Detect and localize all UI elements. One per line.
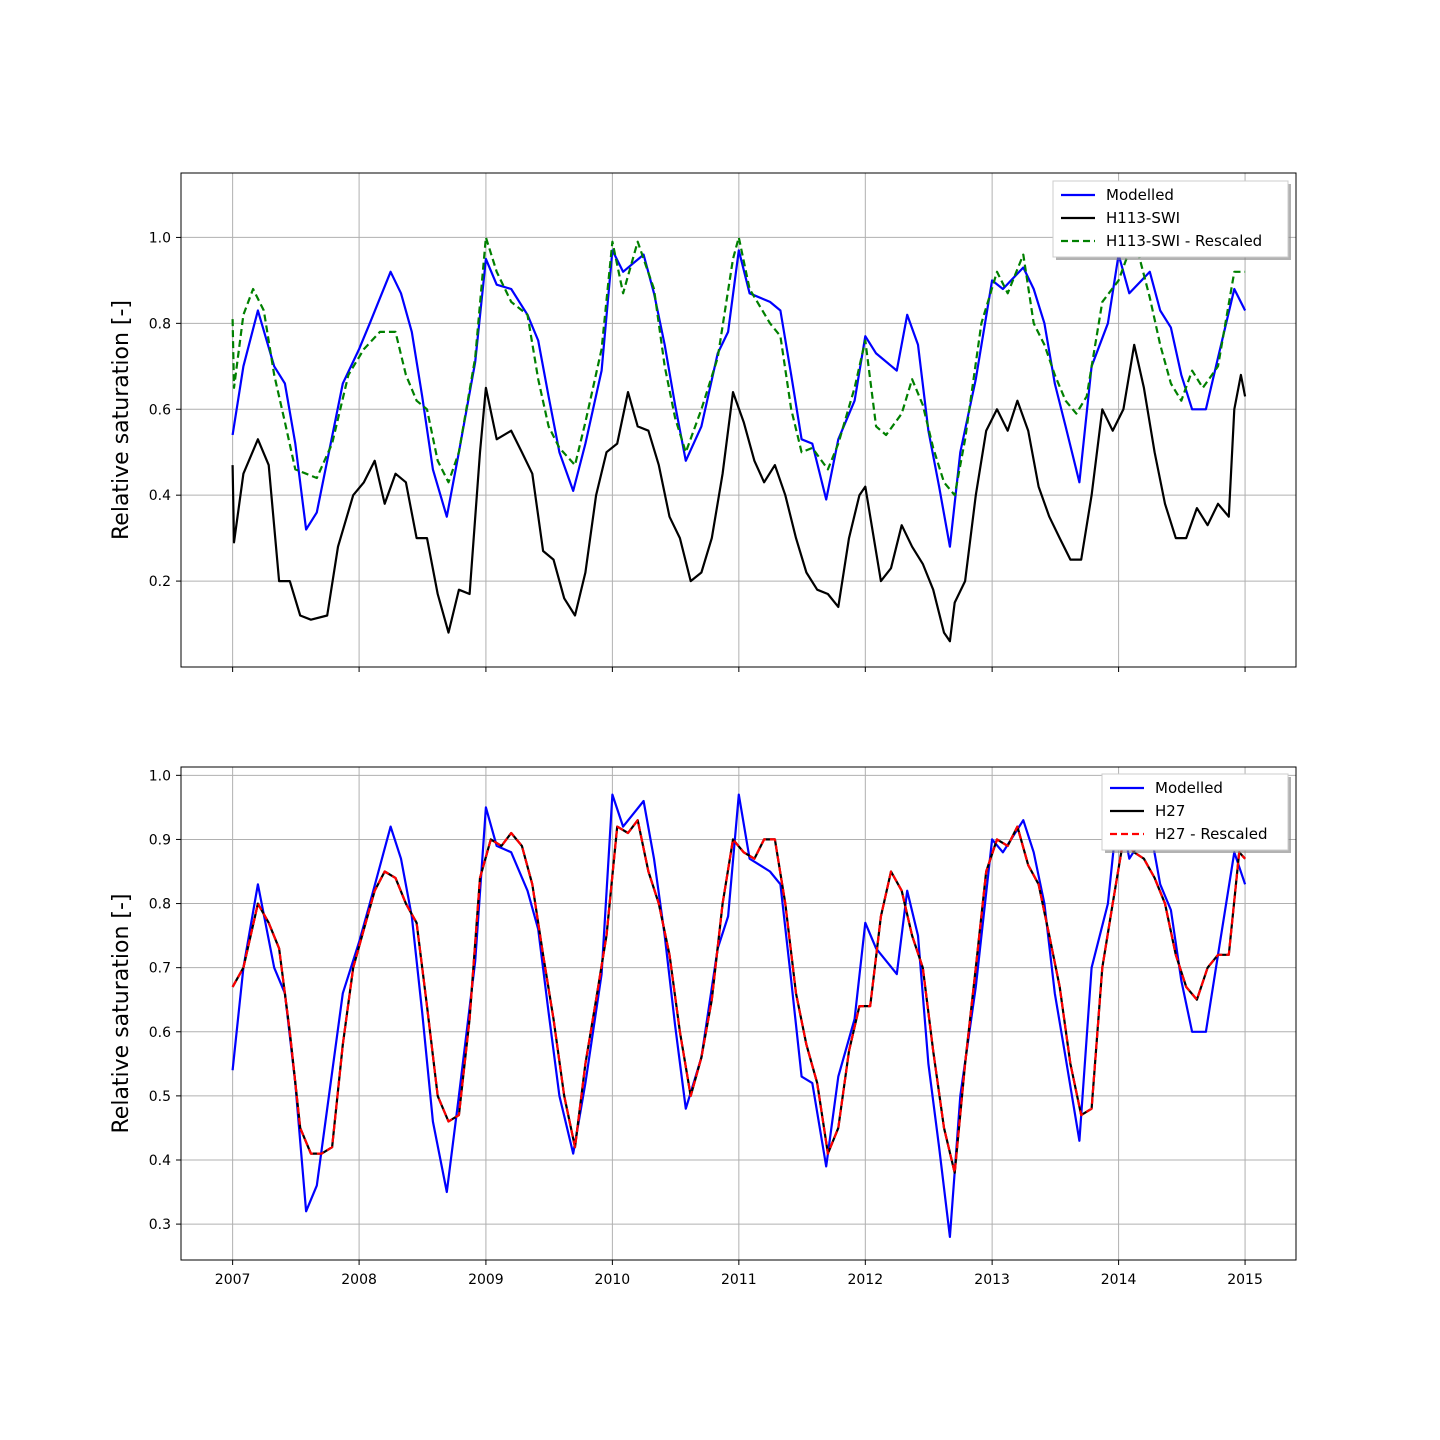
x-tick-label: 2013 — [974, 1272, 1010, 1288]
x-tick-label: 2010 — [595, 1272, 631, 1288]
y-axis-label: Relative saturation [-] — [109, 894, 134, 1134]
legend: Modelled H27 H27 - Rescaled — [1101, 773, 1291, 853]
x-tick-label: 2008 — [341, 1272, 377, 1288]
y-tick-label: 0.6 — [149, 402, 171, 418]
axes-frame — [180, 172, 1297, 668]
legend-label: Modelled — [1155, 779, 1223, 797]
legend-label: H113-SWI — [1106, 209, 1180, 227]
legend-label: H113-SWI - Rescaled — [1106, 232, 1262, 250]
x-tick-label: 2015 — [1227, 1272, 1263, 1288]
y-tick-label: 0.7 — [149, 961, 171, 977]
series-line-h27-rescaled — [231, 819, 1246, 1174]
axes-frame — [180, 766, 1297, 1261]
y-tick-label: 0.2 — [149, 574, 171, 590]
legend: Modelled H113-SWI H113-SWI - Rescaled — [1052, 180, 1291, 260]
y-tick-label: 0.5 — [149, 1089, 171, 1105]
legend-label: H27 — [1155, 802, 1185, 820]
y-tick-label: 0.9 — [149, 832, 171, 848]
y-tick-label: 1.0 — [149, 768, 171, 784]
x-tick-label: 2011 — [721, 1272, 757, 1288]
legend-label: H27 - Rescaled — [1155, 825, 1267, 843]
y-tick-label: 0.8 — [149, 897, 171, 913]
y-tick-label: 0.8 — [149, 316, 171, 332]
x-tick-label: 2012 — [847, 1272, 883, 1288]
series-group — [231, 236, 1247, 643]
x-tick-label: 2014 — [1101, 1272, 1137, 1288]
series-line-modelled — [231, 793, 1247, 1238]
y-tick-label: 0.4 — [149, 1153, 171, 1169]
x-tick-label: 2007 — [215, 1272, 251, 1288]
chart-panel-2: 2007 2008 2009 2010 2011 2012 2013 2014 2015 0.3 0… — [109, 766, 1297, 1288]
x-tick-label: 2009 — [468, 1272, 504, 1288]
chart-panel-1: 0.2 0.4 0.6 0.8 1.0 Relative saturation [-] Mo… — [109, 172, 1297, 672]
series-line-modelled — [231, 249, 1247, 548]
y-tick-label: 0.6 — [149, 1025, 171, 1041]
y-axis-label: Relative saturation [-] — [109, 300, 134, 540]
legend-label: Modelled — [1106, 186, 1174, 204]
series-line-h113-swi — [231, 343, 1247, 643]
series-line-h113-swi-rescaled — [231, 236, 1246, 497]
y-tick-label: 0.4 — [149, 488, 171, 504]
y-tick-label: 0.3 — [149, 1217, 171, 1233]
y-tick-label: 1.0 — [149, 230, 171, 246]
series-group — [231, 793, 1247, 1238]
